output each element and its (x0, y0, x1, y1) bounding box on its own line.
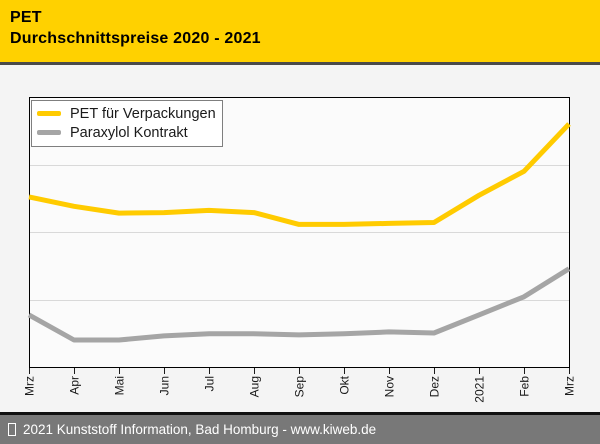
x-axis-label: Mrz (23, 376, 37, 396)
x-axis-label: Feb (518, 376, 532, 397)
series-line-pet (28, 122, 571, 227)
x-axis-label: Sep (293, 376, 307, 398)
page-footer: 2021 Kunststoff Information, Bad Homburg… (0, 412, 600, 444)
legend-item-paraxylol: Paraxylol Kontrakt (37, 123, 216, 142)
page-header: PET Durchschnittspreise 2020 - 2021 (0, 0, 600, 62)
x-axis-label: Apr (68, 376, 82, 395)
paraxylol-line-swatch (37, 130, 61, 135)
page-subtitle: Durchschnittspreise 2020 - 2021 (10, 30, 261, 47)
legend-label-paraxylol: Paraxylol Kontrakt (70, 124, 188, 141)
header-divider (0, 62, 600, 65)
x-axis-label: Mai (113, 376, 127, 395)
series-line-paraxylol (27, 266, 571, 343)
x-axis-label: Okt (338, 375, 352, 394)
chart-panel: Mrz Apr Mai Jun Jul Aug Sep Okt Nov Dez 2021 Feb Mrz… (0, 65, 600, 412)
x-axis-label: Dez (428, 376, 442, 397)
x-axis-label: 2021 (473, 376, 487, 403)
pet-line-swatch (37, 111, 61, 116)
page-title: PET (10, 9, 42, 26)
footer-text: 2021 Kunststoff Information, Bad Homburg… (23, 422, 377, 437)
x-axis-label: Jun (158, 376, 172, 395)
x-axis-label: Jul (203, 376, 217, 391)
legend-item-pet: PET für Verpackungen (37, 104, 216, 123)
x-axis-label: Mrz (563, 376, 577, 396)
x-axis-label: Nov (383, 376, 397, 397)
legend-label-pet: PET für Verpackungen (70, 105, 216, 122)
missing-glyph-box-icon (8, 423, 16, 436)
chart-legend: PET für Verpackungen Paraxylol Kontrakt (31, 100, 223, 147)
x-axis-label: Aug (248, 376, 262, 397)
